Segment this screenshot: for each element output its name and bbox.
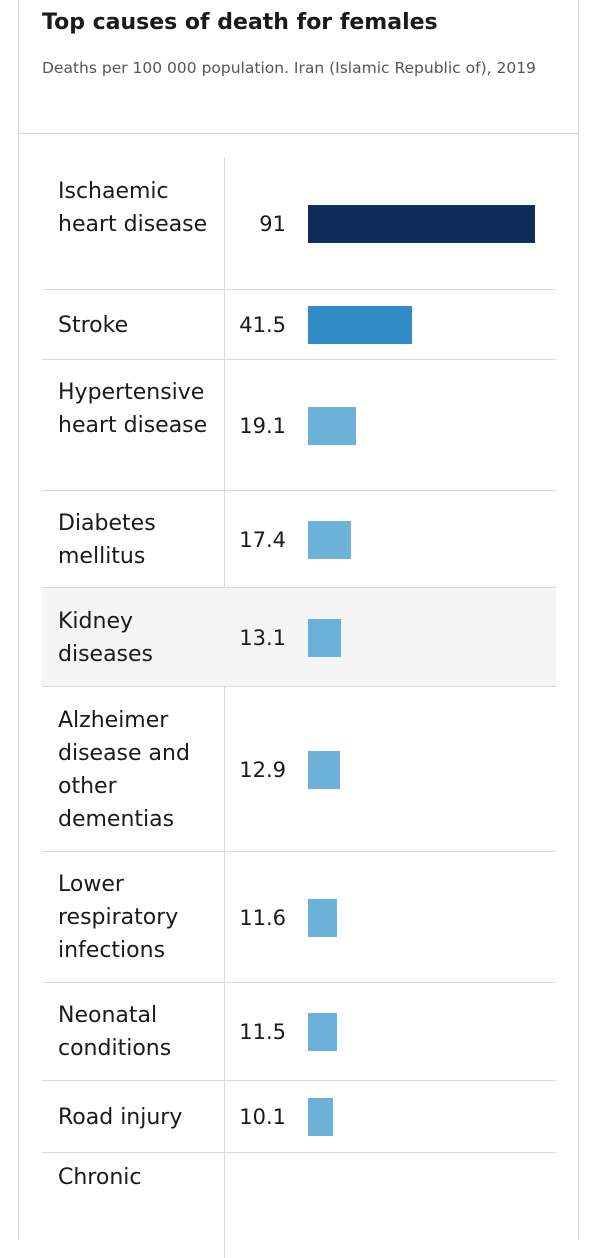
category-label: Diabetes mellitus [58,511,156,569]
chart-title: Top causes of death for females [42,10,438,35]
chart-header: Top causes of death for females Deaths p… [19,0,578,134]
bar [308,899,337,937]
table-row: Ischaemic heart disease 91 [42,158,556,290]
category-label: Alzheimer disease and other dementias [58,708,190,832]
bar [308,521,351,559]
chart-card: Top causes of death for females Deaths p… [18,0,579,1240]
category-label: Stroke [58,313,129,338]
bar [308,619,341,657]
bar [308,1098,333,1136]
table-row: Alzheimer disease and other dementias 12.… [42,687,556,852]
value-label: 41.5 [239,313,286,337]
category-label: Ischaemic heart disease [58,179,208,237]
category-label: Road injury [58,1105,183,1130]
table-row: Chronic [42,1153,556,1223]
category-label: Lower respiratory infections [58,872,179,963]
table-row: Neonatal conditions 11.5 [42,983,556,1081]
table-row: Kidney diseases 13.1 [42,588,556,687]
bar [308,205,535,243]
value-label: 11.5 [239,1020,286,1044]
value-label: 10.1 [239,1105,286,1129]
bar [308,751,340,789]
table-row: Hypertensive heart disease 19.1 [42,360,556,491]
bar [308,407,356,445]
category-label: Chronic [58,1165,142,1190]
column-divider [224,158,225,1258]
table-row: Stroke 41.5 [42,290,556,360]
table-row: Lower respiratory infections 11.6 [42,852,556,983]
value-label: 12.9 [239,758,286,782]
category-label: Kidney diseases [58,609,154,667]
value-label: 91 [259,212,286,236]
value-label: 11.6 [239,906,286,930]
bar [308,306,412,344]
value-label: 13.1 [239,626,286,650]
chart-subtitle: Deaths per 100 000 population. Iran (Isl… [42,59,536,77]
value-label: 19.1 [239,414,286,438]
bar [308,1013,337,1051]
table-row: Road injury 10.1 [42,1081,556,1153]
category-label: Hypertensive heart disease [58,380,208,438]
table-row: Diabetes mellitus 17.4 [42,491,556,588]
value-label: 17.4 [239,528,286,552]
category-label: Neonatal conditions [58,1003,172,1061]
